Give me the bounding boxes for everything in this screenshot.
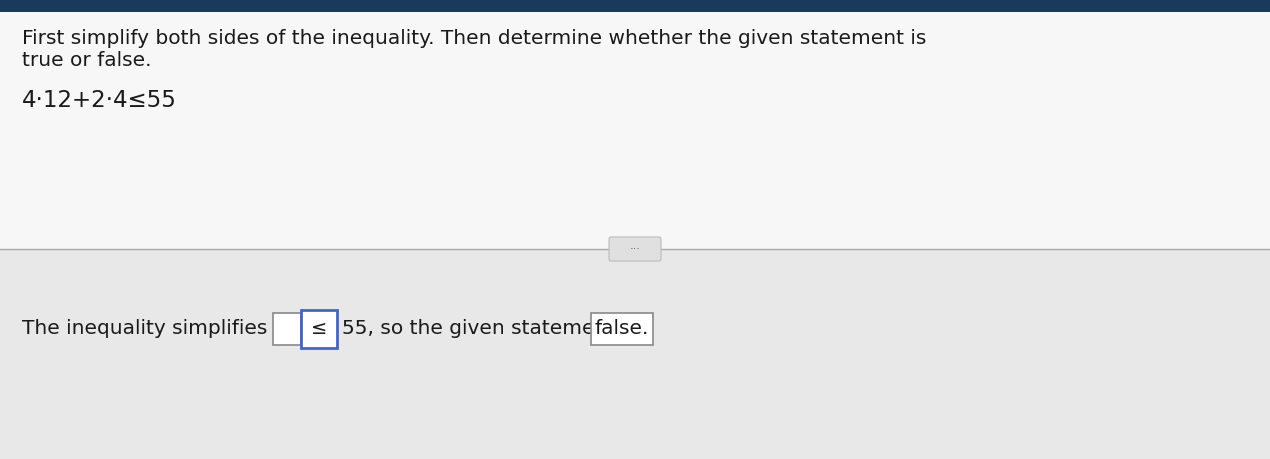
Text: First simplify both sides of the inequality. Then determine whether the given st: First simplify both sides of the inequal…	[22, 29, 926, 48]
Text: ≤: ≤	[310, 319, 326, 338]
Text: ···: ···	[630, 244, 640, 254]
FancyBboxPatch shape	[0, 12, 1270, 249]
FancyBboxPatch shape	[0, 249, 1270, 459]
Text: true or false.: true or false.	[22, 51, 151, 70]
FancyBboxPatch shape	[273, 313, 301, 345]
Text: false.: false.	[594, 319, 649, 338]
Text: 55, so the given statement is: 55, so the given statement is	[342, 319, 638, 338]
FancyBboxPatch shape	[610, 237, 660, 261]
Text: 4·12+2·4≤55: 4·12+2·4≤55	[22, 89, 177, 112]
FancyBboxPatch shape	[0, 0, 1270, 12]
FancyBboxPatch shape	[591, 313, 653, 345]
FancyBboxPatch shape	[301, 310, 337, 348]
Text: The inequality simplifies to: The inequality simplifies to	[22, 319, 293, 338]
